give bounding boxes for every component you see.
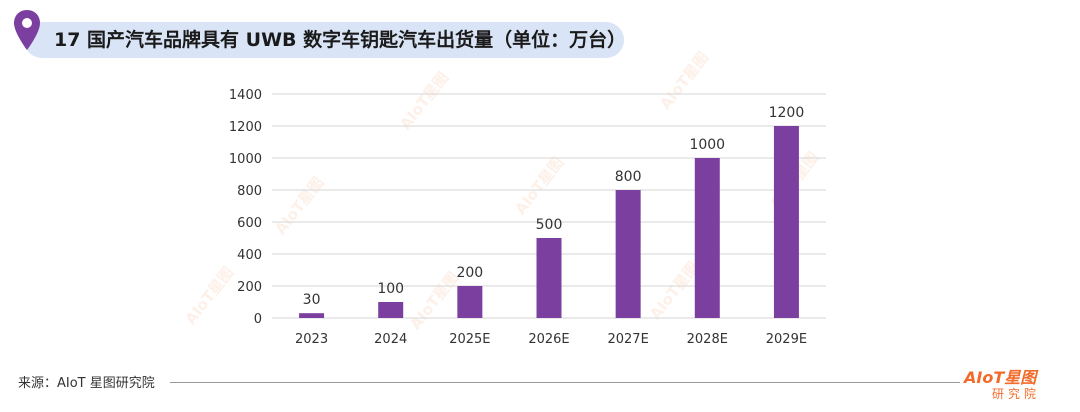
- logo-main-text: AIoT星图: [964, 368, 1037, 387]
- data-label: 1000: [689, 137, 725, 153]
- data-label: 1200: [769, 105, 805, 121]
- location-pin-icon: [14, 10, 40, 50]
- data-label: 100: [377, 281, 404, 297]
- brand-logo: AIoT星图 研究院: [962, 362, 1062, 402]
- y-tick-label: 400: [237, 248, 262, 263]
- data-label: 200: [456, 265, 483, 281]
- y-tick-label: 0: [254, 312, 262, 327]
- bar: [378, 302, 404, 318]
- x-tick-label: 2029E: [766, 332, 807, 347]
- y-tick-label: 200: [237, 280, 262, 295]
- x-tick-label: 2023: [295, 332, 328, 347]
- bar: [536, 238, 562, 318]
- title-banner: [24, 22, 624, 58]
- data-label: 30: [303, 292, 321, 308]
- bar: [457, 286, 483, 318]
- page-title: 17 国产汽车品牌具有 UWB 数字车钥匙汽车出货量（单位：万台）: [54, 29, 627, 51]
- footer-divider: [170, 382, 960, 383]
- bar: [615, 190, 641, 318]
- y-tick-label: 800: [237, 184, 262, 199]
- y-tick-label: 1200: [229, 120, 262, 135]
- bar: [773, 126, 799, 318]
- y-tick-label: 1000: [229, 152, 262, 167]
- x-tick-label: 2024: [374, 332, 407, 347]
- bar: [299, 313, 325, 318]
- x-tick-label: 2026E: [528, 332, 569, 347]
- x-tick-label: 2028E: [687, 332, 728, 347]
- source-note: 来源：AIoT 星图研究院: [18, 372, 163, 391]
- x-tick-label: 2025E: [449, 332, 490, 347]
- y-tick-label: 600: [237, 216, 262, 231]
- logo-sub-text: 研究院: [992, 387, 1041, 401]
- data-label: 800: [615, 169, 642, 185]
- bar: [694, 158, 720, 318]
- y-tick-label: 1400: [229, 88, 262, 103]
- x-tick-label: 2027E: [607, 332, 648, 347]
- data-label: 500: [536, 217, 563, 233]
